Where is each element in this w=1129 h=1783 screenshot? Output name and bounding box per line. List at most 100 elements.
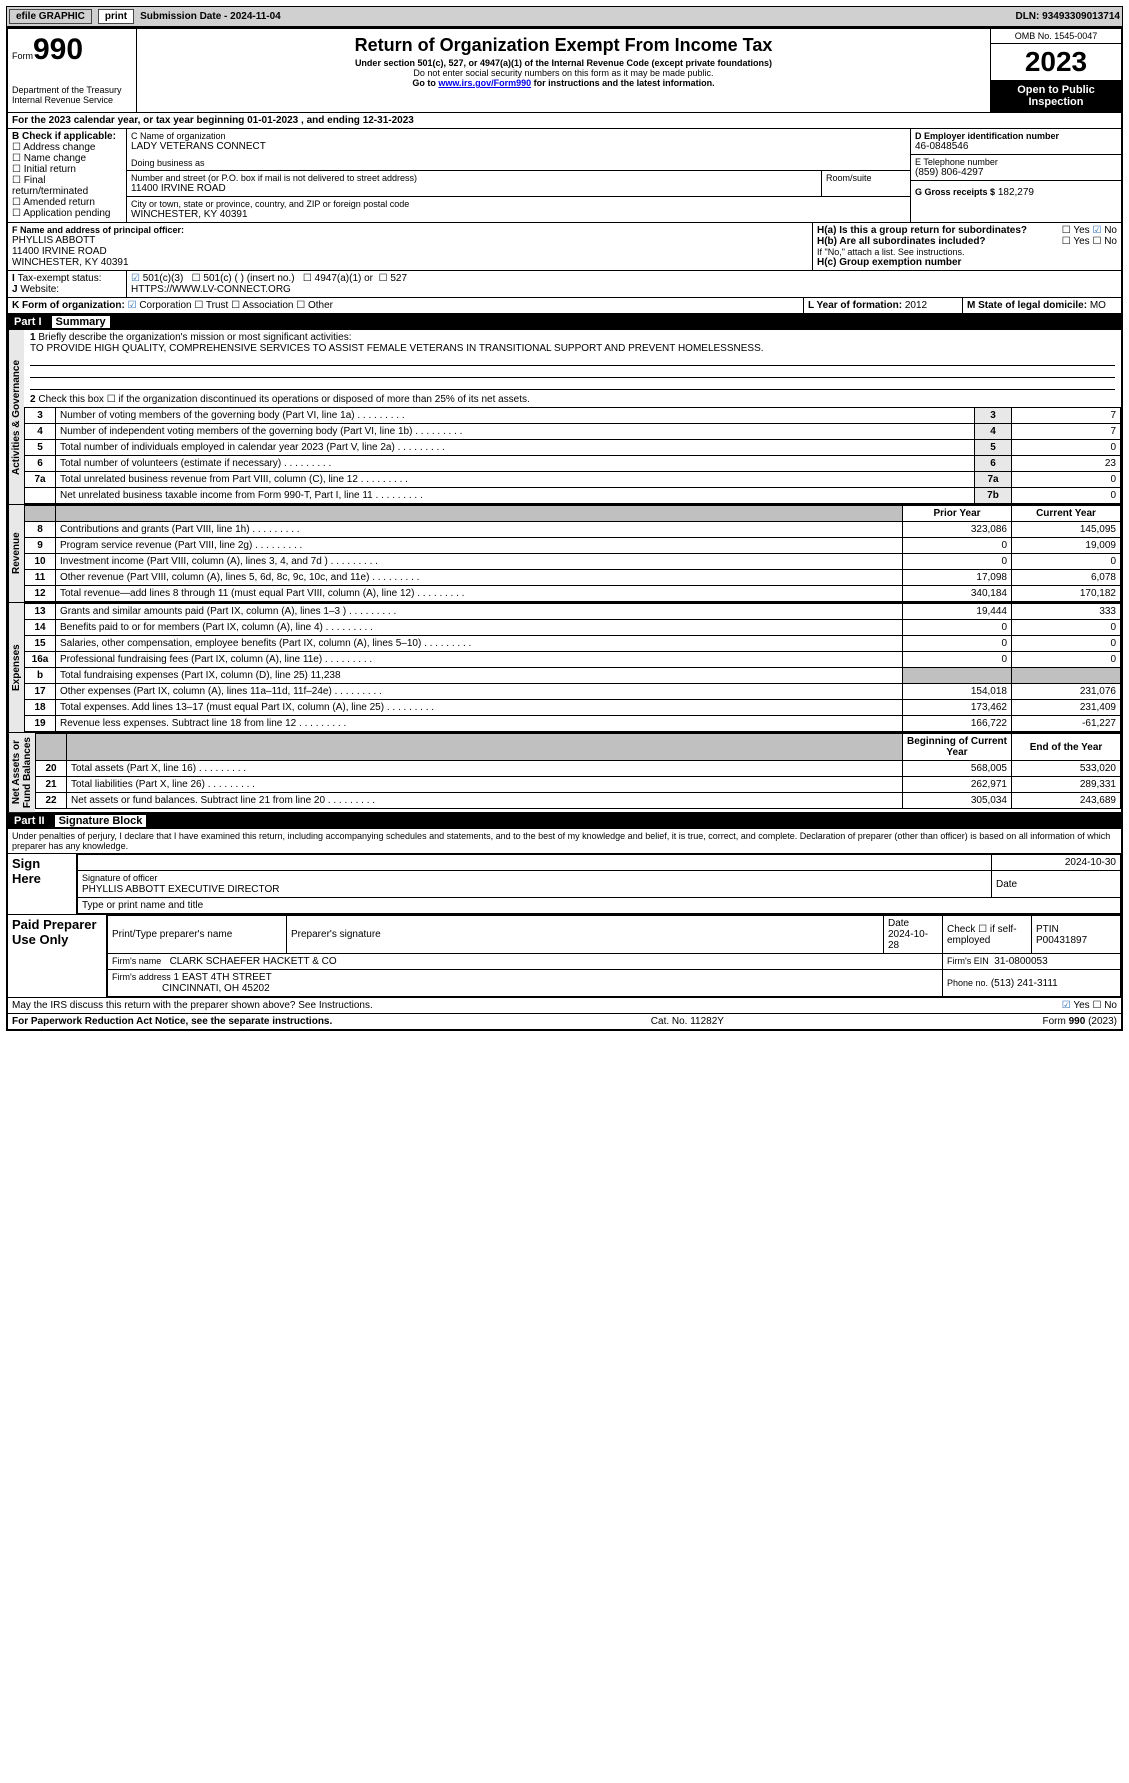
chk-4947[interactable]: 4947(a)(1) or: [303, 273, 373, 284]
street-address: 11400 IRVINE ROAD: [131, 183, 817, 194]
submission-date: Submission Date - 2024-11-04: [140, 11, 281, 22]
section-bcdeg: B Check if applicable: Address change Na…: [8, 129, 1121, 223]
table-row: 12Total revenue—add lines 8 through 11 (…: [25, 586, 1121, 602]
ptin: P00431897: [1036, 935, 1087, 946]
table-row: 8Contributions and grants (Part VIII, li…: [25, 522, 1121, 538]
chk-pending[interactable]: Application pending: [12, 208, 122, 219]
gross-receipts: 182,279: [998, 187, 1034, 198]
hb-subordinates: H(b) Are all subordinates included? Yes …: [817, 236, 1117, 247]
org-name: LADY VETERANS CONNECT: [131, 141, 906, 152]
form-number-cell: Form990 Department of the Treasury Inter…: [8, 29, 137, 112]
vlabel-expenses: Expenses: [8, 603, 24, 732]
table-row: 19Revenue less expenses. Subtract line 1…: [25, 716, 1121, 732]
table-row: 10Investment income (Part VIII, column (…: [25, 554, 1121, 570]
form-label: Form: [12, 51, 33, 61]
table-row: 11Other revenue (Part VIII, column (A), …: [25, 570, 1121, 586]
firm-name: CLARK SCHAEFER HACKETT & CO: [170, 956, 337, 967]
officer-name: PHYLLIS ABBOTT: [12, 235, 808, 246]
line2-discontinued: Check this box ☐ if the organization dis…: [38, 394, 529, 405]
table-row: 4Number of independent voting members of…: [25, 424, 1121, 440]
table-row: 15Salaries, other compensation, employee…: [25, 636, 1121, 652]
section-a-taxyear: For the 2023 calendar year, or tax year …: [8, 113, 1121, 129]
form-ref: Form 990 (2023): [1043, 1016, 1117, 1027]
table-row: 20Total assets (Part X, line 16) . . . .…: [36, 761, 1121, 777]
vlabel-governance: Activities & Governance: [8, 330, 24, 504]
table-row: 9Program service revenue (Part VIII, lin…: [25, 538, 1121, 554]
section-c: C Name of organization LADY VETERANS CON…: [127, 129, 911, 222]
declaration: Under penalties of perjury, I declare th…: [8, 829, 1121, 854]
table-row: 22Net assets or fund balances. Subtract …: [36, 793, 1121, 809]
ein: 46-0848546: [915, 141, 1117, 152]
form-container: Form990 Department of the Treasury Inter…: [6, 27, 1123, 1031]
chk-501c[interactable]: 501(c) ( ) (insert no.): [192, 273, 295, 284]
subtitle: Under section 501(c), 527, or 4947(a)(1)…: [143, 58, 984, 68]
paperwork-notice: For Paperwork Reduction Act Notice, see …: [12, 1016, 332, 1027]
form-title: Return of Organization Exempt From Incom…: [143, 35, 984, 56]
table-row: 5Total number of individuals employed in…: [25, 440, 1121, 456]
ssn-note: Do not enter social security numbers on …: [143, 68, 984, 78]
table-row: 14Benefits paid to or for members (Part …: [25, 620, 1121, 636]
chk-amended[interactable]: Amended return: [12, 197, 122, 208]
chk-address[interactable]: Address change: [12, 142, 122, 153]
expenses-table: 13Grants and similar amounts paid (Part …: [24, 603, 1121, 732]
vlabel-netassets: Net Assets orFund Balances: [8, 733, 35, 812]
part1-header: Part I Summary: [8, 314, 1121, 330]
firm-phone: (513) 241-3111: [991, 978, 1058, 989]
table-row: 7aTotal unrelated business revenue from …: [25, 472, 1121, 488]
chk-trust[interactable]: Trust: [194, 300, 228, 311]
chk-527[interactable]: 527: [379, 273, 407, 284]
open-to-public: Open to Public Inspection: [991, 80, 1121, 112]
governance-table: 3Number of voting members of the governi…: [24, 407, 1121, 504]
tax-year: 2023: [991, 44, 1121, 80]
print-button[interactable]: print: [98, 9, 134, 24]
section-b: B Check if applicable: Address change Na…: [8, 129, 127, 222]
section-fh: F Name and address of principal officer:…: [8, 223, 1121, 271]
officer-addr1: 11400 IRVINE ROAD: [12, 246, 808, 257]
table-row: 18Total expenses. Add lines 13–17 (must …: [25, 700, 1121, 716]
omb: OMB No. 1545-0047: [991, 29, 1121, 44]
chk-initial[interactable]: Initial return: [12, 164, 122, 175]
form-990: 990: [33, 33, 83, 66]
prep-date: 2024-10-28: [888, 929, 928, 951]
firm-addr2: CINCINNATI, OH 45202: [162, 983, 270, 994]
table-row: 16aProfessional fundraising fees (Part I…: [25, 652, 1121, 668]
table-row: bTotal fundraising expenses (Part IX, co…: [25, 668, 1121, 684]
ha-group-return: H(a) Is this a group return for subordin…: [817, 225, 1117, 236]
self-employed-check[interactable]: Check ☐ if self-employed: [943, 916, 1032, 954]
officer-addr2: WINCHESTER, KY 40391: [12, 257, 808, 268]
chk-final[interactable]: Final return/terminated: [12, 175, 122, 197]
state-domicile: MO: [1090, 300, 1106, 311]
efile-button[interactable]: efile GRAPHIC: [9, 9, 92, 24]
chk-name[interactable]: Name change: [12, 153, 122, 164]
hc-exemption: H(c) Group exemption number: [817, 257, 1117, 268]
dln: DLN: 93493309013714: [1015, 11, 1120, 22]
table-row: 21Total liabilities (Part X, line 26) . …: [36, 777, 1121, 793]
irs-link[interactable]: www.irs.gov/Form990: [438, 78, 531, 88]
may-irs-discuss: May the IRS discuss this return with the…: [8, 998, 1121, 1014]
table-row: 3Number of voting members of the governi…: [25, 408, 1121, 424]
officer-sig-name: PHYLLIS ABBOTT EXECUTIVE DIRECTOR: [82, 884, 279, 895]
table-row: 6Total number of volunteers (estimate if…: [25, 456, 1121, 472]
table-row: 17Other expenses (Part IX, column (A), l…: [25, 684, 1121, 700]
city-state-zip: WINCHESTER, KY 40391: [131, 209, 906, 220]
paid-preparer-label: Paid Preparer Use Only: [8, 915, 107, 997]
netassets-table: Beginning of Current YearEnd of the Year…: [35, 733, 1121, 809]
department: Department of the Treasury Internal Reve…: [12, 85, 132, 105]
room-suite: Room/suite: [822, 171, 910, 196]
header-right: OMB No. 1545-0047 2023 Open to Public In…: [990, 29, 1121, 112]
section-deg: D Employer identification number 46-0848…: [911, 129, 1121, 222]
table-row: Net unrelated business taxable income fr…: [25, 488, 1121, 504]
chk-assoc[interactable]: Association: [231, 300, 293, 311]
year-formation: 2012: [905, 300, 927, 311]
sig-date: 2024-10-30: [992, 855, 1121, 871]
chk-501c3[interactable]: 501(c)(3): [131, 273, 183, 284]
chk-corp[interactable]: Corporation: [128, 300, 192, 311]
firm-addr1: 1 EAST 4TH STREET: [174, 972, 272, 983]
sign-here-label: Sign Here: [8, 854, 77, 914]
website: HTTPS://WWW.LV-CONNECT.ORG: [131, 284, 1117, 295]
section-klm: K Form of organization: Corporation Trus…: [8, 298, 1121, 314]
table-row: 13Grants and similar amounts paid (Part …: [25, 604, 1121, 620]
chk-other[interactable]: Other: [296, 300, 333, 311]
vlabel-revenue: Revenue: [8, 505, 24, 602]
section-ij: I Tax-exempt status: J Website: 501(c)(3…: [8, 271, 1121, 298]
